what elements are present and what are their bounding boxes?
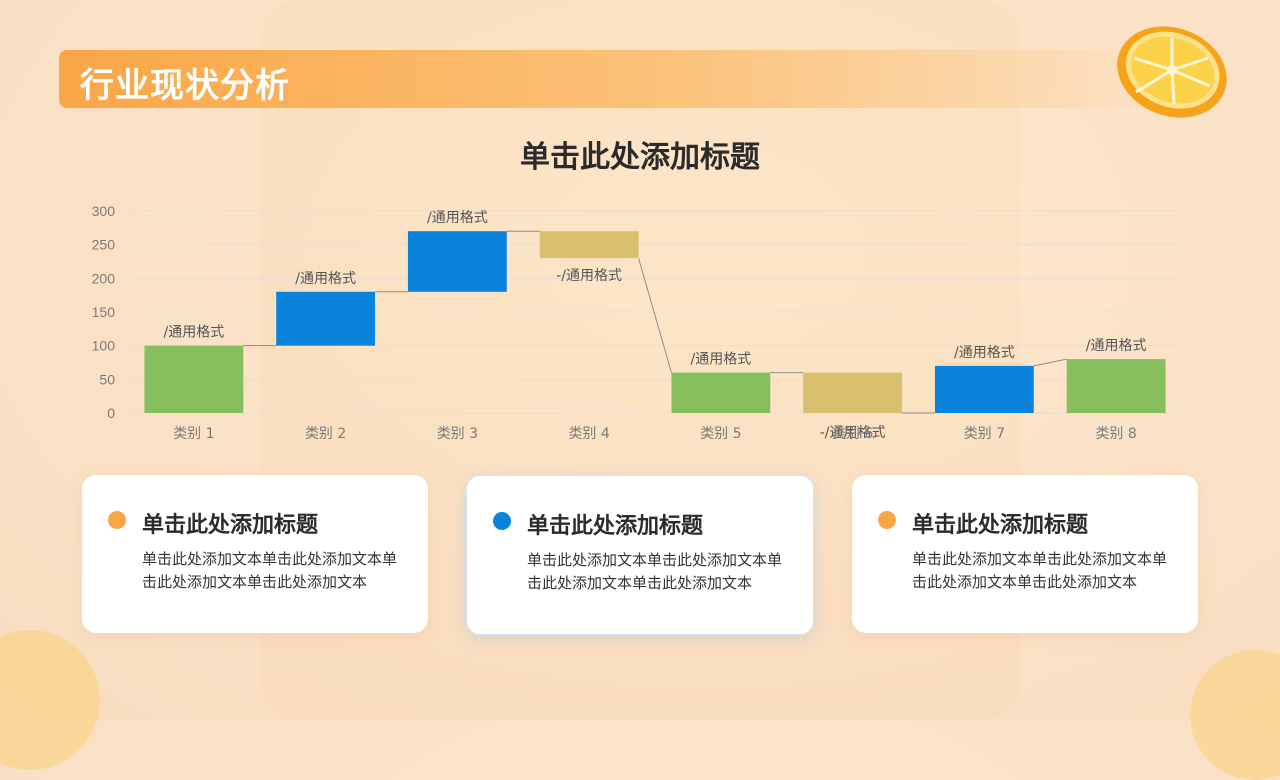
data-label: /通用格式 <box>295 271 356 287</box>
card-text: 单击此处添加文本单击此处添加文本单击此处添加文本单击此处添加文本 <box>527 551 783 592</box>
bar <box>539 231 639 259</box>
background-lemon-bottom-right <box>1190 650 1280 780</box>
data-label: -/通用格式 <box>820 425 886 441</box>
y-tick-label: 250 <box>92 237 116 253</box>
data-label: /通用格式 <box>954 345 1015 361</box>
y-tick-label: 300 <box>92 203 116 219</box>
card-title: 单击此处添加标题 <box>142 513 319 538</box>
info-card-2: 单击此处添加标题 单击此处添加文本单击此处添加文本单击此处添加文本单击此处添加文… <box>466 475 814 635</box>
x-tick-label: 类别 4 <box>568 426 609 442</box>
x-tick-label: 类别 2 <box>305 426 346 442</box>
connector-line <box>1033 358 1067 367</box>
card-title: 单击此处添加标题 <box>912 513 1089 538</box>
x-tick-label: 类别 8 <box>1095 426 1136 442</box>
x-tick-label: 类别 7 <box>964 426 1005 442</box>
chart-title: 单击此处添加标题 <box>520 140 760 175</box>
x-tick-label: 类别 6 <box>832 426 873 442</box>
bar <box>803 372 903 413</box>
y-tick-label: 50 <box>99 371 115 387</box>
card-text: 单击此处添加文本单击此处添加文本单击此处添加文本单击此处添加文本 <box>912 550 1168 591</box>
y-tick-label: 0 <box>107 405 115 421</box>
lemon-slice-icon <box>1117 26 1227 118</box>
card-text: 单击此处添加文本单击此处添加文本单击此处添加文本单击此处添加文本 <box>142 550 398 591</box>
data-label: -/通用格式 <box>556 268 622 284</box>
bar <box>144 345 244 413</box>
header-bar <box>59 50 1169 108</box>
data-label: /通用格式 <box>164 325 225 341</box>
page-title: 行业现状分析 <box>80 66 290 106</box>
bullet-dot-icon <box>878 511 896 529</box>
background-lemon-bottom-left <box>0 630 100 770</box>
info-card-1: 单击此处添加标题 单击此处添加文本单击此处添加文本单击此处添加文本单击此处添加文… <box>82 475 428 633</box>
y-tick-label: 150 <box>92 304 116 320</box>
bullet-dot-icon <box>493 512 511 530</box>
bar <box>671 372 771 413</box>
data-label: /通用格式 <box>427 210 488 226</box>
data-label: /通用格式 <box>1086 338 1147 354</box>
bullet-dot-icon <box>108 511 126 529</box>
card-title: 单击此处添加标题 <box>527 514 704 539</box>
y-tick-label: 100 <box>92 338 116 354</box>
x-tick-label: 类别 3 <box>437 426 478 442</box>
info-card-3: 单击此处添加标题 单击此处添加文本单击此处添加文本单击此处添加文本单击此处添加文… <box>852 475 1198 633</box>
bar <box>1066 359 1166 413</box>
data-label: /通用格式 <box>691 352 752 368</box>
bar <box>407 231 507 292</box>
y-tick-label: 200 <box>92 270 116 286</box>
x-tick-label: 类别 5 <box>700 426 741 442</box>
bar <box>934 365 1034 413</box>
connector-line <box>638 257 672 373</box>
bar <box>276 291 376 346</box>
x-tick-label: 类别 1 <box>173 426 214 442</box>
